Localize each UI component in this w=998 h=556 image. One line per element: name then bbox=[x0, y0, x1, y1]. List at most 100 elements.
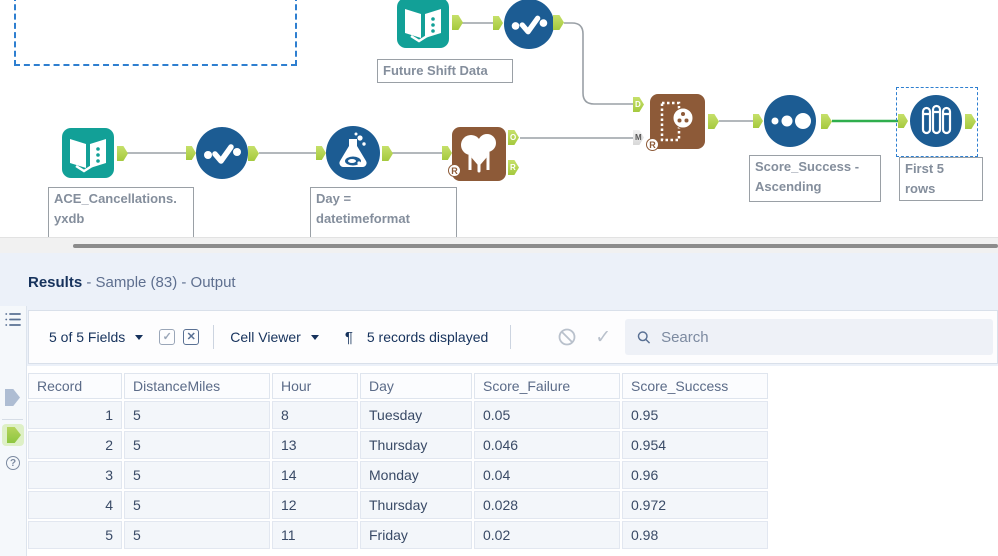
table-cell[interactable]: 0.954 bbox=[622, 431, 768, 459]
sort-icon bbox=[764, 95, 816, 147]
table-cell[interactable]: 5 bbox=[124, 431, 270, 459]
no-filter-icon[interactable] bbox=[557, 327, 577, 347]
output-anchor-o[interactable]: O bbox=[508, 130, 519, 145]
search-input[interactable] bbox=[659, 327, 981, 347]
table-cell[interactable]: 0.98 bbox=[622, 521, 768, 549]
input-anchor-d[interactable]: D bbox=[633, 97, 644, 112]
toolbar-divider bbox=[510, 325, 512, 349]
canvas-selection-rectangle[interactable] bbox=[14, 0, 297, 66]
table-cell[interactable]: 8 bbox=[272, 401, 358, 429]
table-cell[interactable]: Monday bbox=[360, 461, 472, 489]
canvas-scrollbar-thumb[interactable] bbox=[73, 244, 998, 248]
output-anchor[interactable] bbox=[553, 15, 564, 30]
output-anchor-icon bbox=[7, 427, 21, 443]
input-anchor[interactable] bbox=[316, 146, 326, 160]
table-row: 1 5 8 Tuesday 0.05 0.95 bbox=[28, 401, 770, 429]
output-anchor[interactable] bbox=[248, 146, 259, 161]
table-cell[interactable]: Friday bbox=[360, 521, 472, 549]
tool-select-top[interactable] bbox=[504, 0, 554, 49]
table-cell[interactable]: 5 bbox=[124, 491, 270, 519]
pilcrow-icon[interactable]: ¶ bbox=[344, 328, 353, 346]
help-icon[interactable]: ? bbox=[6, 456, 20, 470]
tool-label: ACE_Cancellations. yxdb bbox=[48, 187, 194, 237]
output-anchor[interactable] bbox=[382, 146, 393, 161]
apply-check-icon[interactable]: ✓ bbox=[595, 326, 612, 348]
table-cell[interactable]: 2 bbox=[28, 431, 122, 459]
table-cell[interactable]: Tuesday bbox=[360, 401, 472, 429]
table-cell[interactable]: 0.046 bbox=[474, 431, 620, 459]
table-cell[interactable]: 5 bbox=[124, 461, 270, 489]
output-anchor[interactable] bbox=[821, 114, 832, 129]
tool-input-ace[interactable] bbox=[62, 128, 114, 178]
column-header[interactable]: Score_Success bbox=[622, 373, 768, 399]
input-anchor[interactable] bbox=[186, 146, 196, 160]
tool-label: Day = datetimeformat bbox=[310, 187, 457, 237]
table-cell[interactable]: 0.972 bbox=[622, 491, 768, 519]
score-icon bbox=[650, 94, 705, 149]
table-cell[interactable]: 0.96 bbox=[622, 461, 768, 489]
select-icon bbox=[196, 127, 248, 179]
workflow-canvas[interactable]: Future Shift Data ACE_Cancellations. yxd… bbox=[0, 0, 998, 237]
cell-viewer-dropdown[interactable]: Cell Viewer bbox=[230, 329, 319, 345]
list-view-icon[interactable] bbox=[5, 311, 22, 328]
results-toolbar: 5 of 5 Fields ✓ ✕ Cell Viewer ¶ 5 record… bbox=[28, 310, 998, 364]
table-cell[interactable]: Thursday bbox=[360, 431, 472, 459]
table-cell[interactable]: 5 bbox=[28, 521, 122, 549]
table-cell[interactable]: 11 bbox=[272, 521, 358, 549]
output-anchor[interactable] bbox=[117, 146, 128, 161]
tool-forest-model[interactable] bbox=[452, 127, 506, 181]
output-anchor[interactable] bbox=[708, 114, 719, 129]
results-panel: Results - Sample (83) - Output ? 5 of 5 … bbox=[0, 253, 998, 556]
tool-formula[interactable] bbox=[326, 126, 380, 180]
fields-dropdown[interactable]: 5 of 5 Fields bbox=[49, 329, 144, 345]
output-anchor[interactable] bbox=[452, 15, 463, 30]
table-cell[interactable]: 3 bbox=[28, 461, 122, 489]
column-header[interactable]: Score_Failure bbox=[474, 373, 620, 399]
table-cell[interactable]: 4 bbox=[28, 491, 122, 519]
formula-icon bbox=[326, 126, 380, 180]
input-anchor[interactable] bbox=[898, 114, 908, 128]
table-row: 3 5 14 Monday 0.04 0.96 bbox=[28, 461, 770, 489]
column-header[interactable]: Hour bbox=[272, 373, 358, 399]
cell-viewer-label: Cell Viewer bbox=[230, 329, 301, 345]
tool-sort[interactable] bbox=[764, 95, 816, 147]
table-cell[interactable]: 13 bbox=[272, 431, 358, 459]
table-cell[interactable]: 0.028 bbox=[474, 491, 620, 519]
tool-select-bottom[interactable] bbox=[196, 127, 248, 179]
tool-input-future-shift[interactable] bbox=[397, 0, 449, 48]
output-anchor-tab-selected[interactable] bbox=[2, 424, 24, 446]
r-language-badge: R bbox=[448, 164, 461, 177]
canvas-scrollbar-track[interactable] bbox=[0, 237, 998, 253]
output-anchor-r[interactable]: R bbox=[508, 160, 519, 175]
table-cell[interactable]: 14 bbox=[272, 461, 358, 489]
tool-sample[interactable] bbox=[910, 95, 962, 147]
input-anchor[interactable] bbox=[493, 16, 503, 30]
input-anchor-m[interactable]: M bbox=[633, 130, 644, 145]
select-all-checkbox-icon[interactable]: ✓ bbox=[159, 329, 176, 345]
table-row: 5 5 11 Friday 0.02 0.98 bbox=[28, 521, 770, 549]
table-cell[interactable]: 5 bbox=[124, 521, 270, 549]
results-sidebar: ? bbox=[0, 306, 27, 556]
input-anchor[interactable] bbox=[753, 114, 763, 128]
column-header[interactable]: Day bbox=[360, 373, 472, 399]
results-table: Record DistanceMiles Hour Day Score_Failure S… bbox=[28, 373, 770, 551]
table-cell[interactable]: 1 bbox=[28, 401, 122, 429]
tool-label: First 5 rows bbox=[899, 157, 983, 202]
column-header[interactable]: DistanceMiles bbox=[124, 373, 270, 399]
table-cell[interactable]: 5 bbox=[124, 401, 270, 429]
table-cell[interactable]: 0.02 bbox=[474, 521, 620, 549]
table-cell[interactable]: 0.05 bbox=[474, 401, 620, 429]
deselect-all-icon[interactable]: ✕ bbox=[183, 329, 200, 345]
output-anchor[interactable] bbox=[965, 114, 976, 129]
search-box[interactable] bbox=[625, 319, 993, 355]
input-anchor-tab-icon[interactable] bbox=[5, 389, 20, 406]
table-cell[interactable]: 0.04 bbox=[474, 461, 620, 489]
table-cell[interactable]: 0.95 bbox=[622, 401, 768, 429]
connection-lines bbox=[127, 22, 898, 154]
column-header[interactable]: Record bbox=[28, 373, 122, 399]
forest-model-icon bbox=[452, 127, 506, 181]
tool-score[interactable] bbox=[650, 94, 705, 149]
table-cell[interactable]: Thursday bbox=[360, 491, 472, 519]
table-cell[interactable]: 12 bbox=[272, 491, 358, 519]
input-anchor[interactable] bbox=[442, 146, 452, 160]
